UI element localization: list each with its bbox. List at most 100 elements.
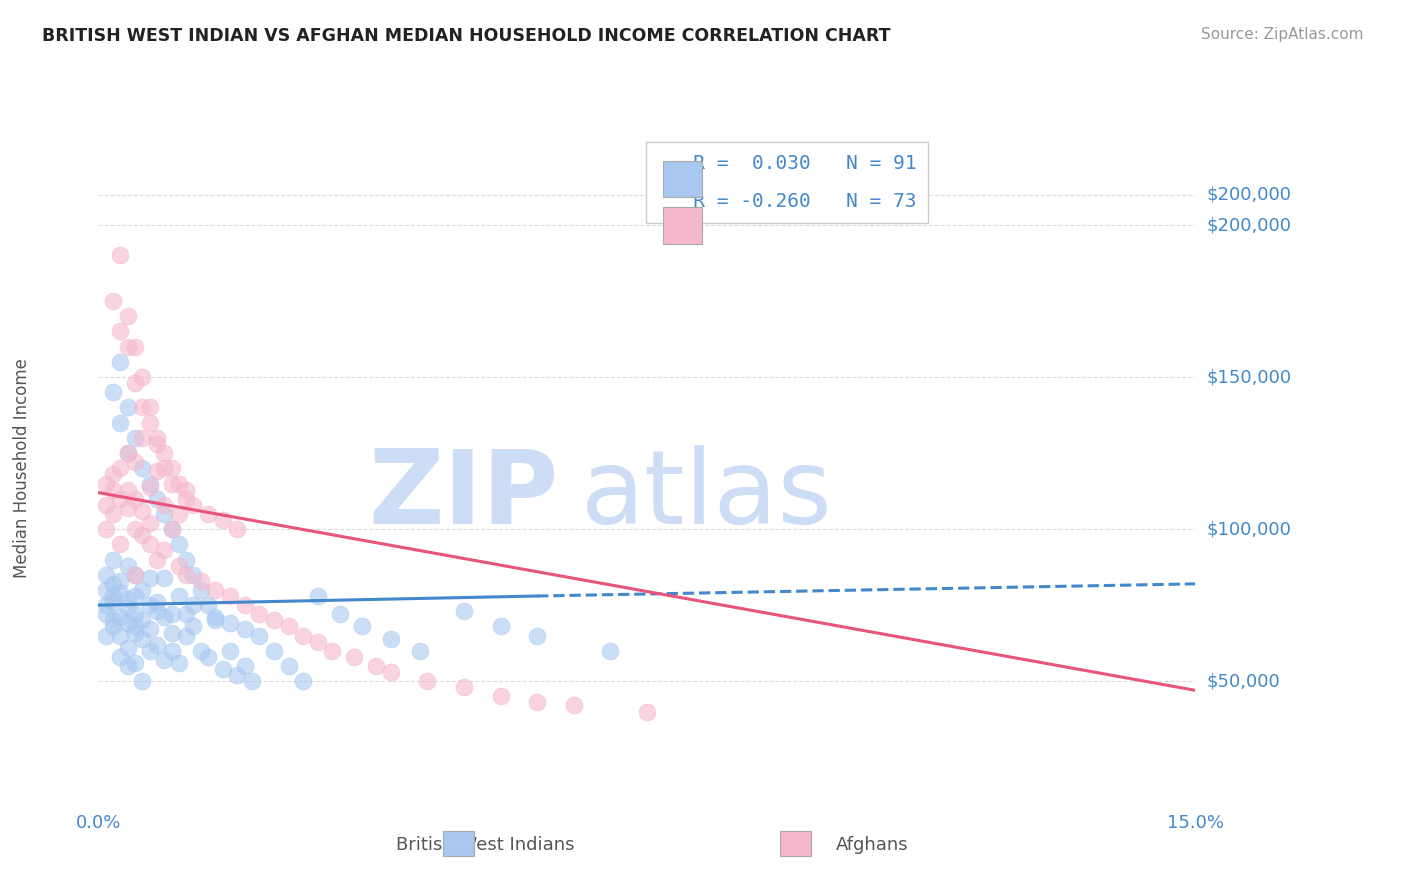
Point bbox=[124, 625, 146, 640]
Point bbox=[124, 567, 146, 582]
Point bbox=[263, 613, 285, 627]
Point bbox=[101, 467, 124, 482]
Point bbox=[153, 446, 176, 460]
Text: $150,000: $150,000 bbox=[1206, 368, 1291, 386]
Point bbox=[174, 567, 197, 582]
Point bbox=[117, 340, 139, 354]
Point bbox=[160, 607, 183, 622]
Point bbox=[110, 537, 132, 551]
Point bbox=[211, 662, 233, 676]
Point bbox=[117, 310, 139, 324]
Point bbox=[160, 522, 183, 536]
Point bbox=[138, 516, 160, 530]
Point bbox=[233, 659, 256, 673]
Point bbox=[219, 589, 242, 603]
Point bbox=[204, 610, 226, 624]
Point bbox=[183, 567, 205, 582]
Point bbox=[101, 483, 124, 497]
Point bbox=[226, 522, 249, 536]
Point bbox=[160, 644, 183, 658]
Point bbox=[526, 696, 548, 710]
Point bbox=[117, 500, 139, 515]
Point bbox=[226, 668, 249, 682]
Point bbox=[453, 604, 475, 618]
Point bbox=[153, 610, 176, 624]
Text: $50,000: $50,000 bbox=[1206, 673, 1279, 690]
Point bbox=[131, 674, 153, 689]
Point bbox=[526, 628, 548, 642]
Point bbox=[110, 610, 132, 624]
Point bbox=[94, 522, 117, 536]
Point bbox=[167, 476, 190, 491]
Point bbox=[131, 613, 153, 627]
Point bbox=[190, 582, 212, 597]
Point bbox=[160, 625, 183, 640]
Text: BRITISH WEST INDIAN VS AFGHAN MEDIAN HOUSEHOLD INCOME CORRELATION CHART: BRITISH WEST INDIAN VS AFGHAN MEDIAN HOU… bbox=[42, 27, 890, 45]
Text: R =  0.030   N = 91
   R = -0.260   N = 73: R = 0.030 N = 91 R = -0.260 N = 73 bbox=[658, 154, 917, 211]
Point bbox=[124, 455, 146, 469]
Point bbox=[101, 577, 124, 591]
Point bbox=[146, 437, 169, 451]
Point bbox=[277, 659, 299, 673]
Point bbox=[167, 589, 190, 603]
Point bbox=[94, 567, 117, 582]
Text: $200,000: $200,000 bbox=[1206, 216, 1291, 234]
Point bbox=[138, 537, 160, 551]
Point bbox=[101, 294, 124, 309]
Point bbox=[110, 416, 132, 430]
Point bbox=[321, 644, 343, 658]
Point bbox=[146, 638, 169, 652]
Point bbox=[153, 543, 176, 558]
Point bbox=[153, 461, 176, 475]
Point bbox=[117, 401, 139, 415]
Point bbox=[110, 325, 132, 339]
Point bbox=[94, 582, 117, 597]
Point bbox=[110, 248, 132, 262]
Point bbox=[233, 598, 256, 612]
Text: Afghans: Afghans bbox=[835, 836, 908, 854]
Point bbox=[138, 401, 160, 415]
Point bbox=[153, 653, 176, 667]
Point bbox=[160, 476, 183, 491]
Point bbox=[160, 461, 183, 475]
Point bbox=[101, 619, 124, 633]
Point bbox=[110, 355, 132, 369]
Point bbox=[160, 522, 183, 536]
Point bbox=[562, 698, 585, 713]
Point bbox=[219, 616, 242, 631]
Point bbox=[110, 574, 132, 588]
Point bbox=[124, 522, 146, 536]
Text: atlas: atlas bbox=[581, 444, 832, 546]
Point bbox=[174, 628, 197, 642]
Point bbox=[138, 571, 160, 585]
Point bbox=[146, 595, 169, 609]
Point bbox=[190, 644, 212, 658]
Point bbox=[138, 623, 160, 637]
Point bbox=[117, 616, 139, 631]
Point bbox=[101, 552, 124, 566]
Text: Median Household Income: Median Household Income bbox=[13, 359, 31, 578]
Point bbox=[247, 607, 270, 622]
Point bbox=[117, 558, 139, 573]
Text: $100,000: $100,000 bbox=[1206, 520, 1291, 538]
Point bbox=[94, 498, 117, 512]
Point bbox=[117, 601, 139, 615]
Point bbox=[183, 619, 205, 633]
Point bbox=[117, 446, 139, 460]
Point bbox=[167, 558, 190, 573]
Point bbox=[124, 431, 146, 445]
Point bbox=[174, 607, 197, 622]
Point bbox=[131, 504, 153, 518]
Point bbox=[190, 574, 212, 588]
Point bbox=[366, 659, 388, 673]
Point bbox=[124, 491, 146, 506]
Point bbox=[124, 619, 146, 633]
Point bbox=[153, 498, 176, 512]
Point bbox=[138, 598, 160, 612]
Point bbox=[233, 623, 256, 637]
Text: ZIP: ZIP bbox=[368, 444, 560, 546]
Point bbox=[277, 619, 299, 633]
Point bbox=[329, 607, 352, 622]
Point bbox=[131, 461, 153, 475]
Point bbox=[117, 483, 139, 497]
